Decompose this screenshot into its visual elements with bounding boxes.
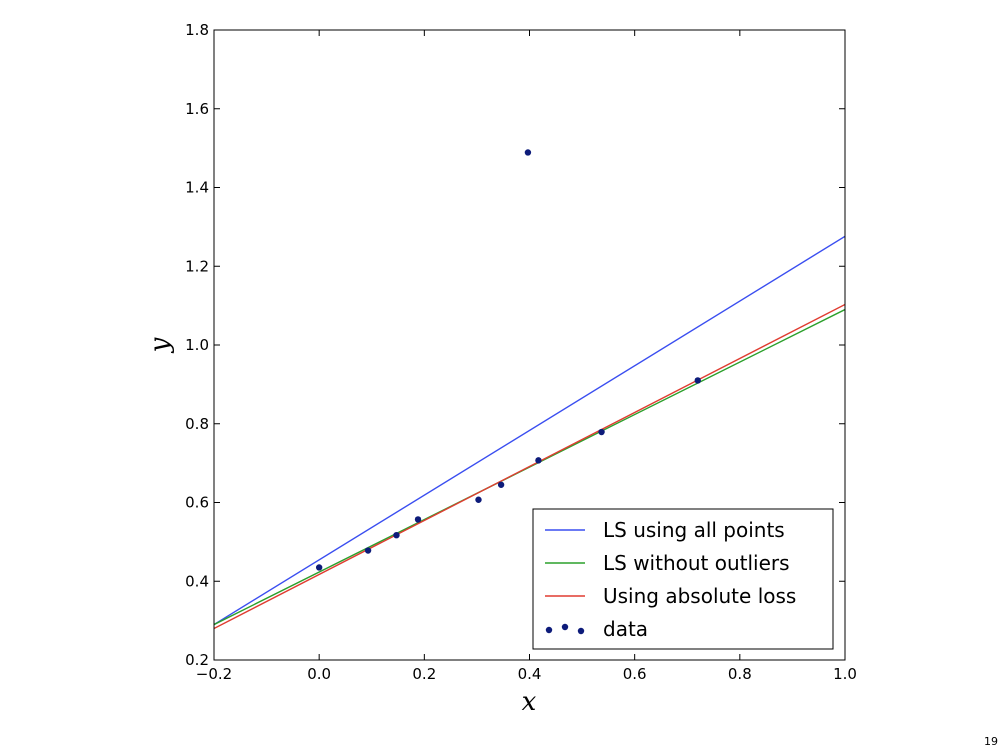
- y-tick-label: 1.2: [185, 257, 209, 275]
- series-line-1: [214, 235, 845, 626]
- axes: −0.2 0.0 0.2 0.4 0.6 0.8 1.0 0.2 0.4 0.6 0.8 1.0 1.2…: [185, 21, 857, 683]
- data-point: [364, 547, 372, 554]
- y-tick-label: 0.2: [185, 651, 209, 669]
- data-point: [535, 457, 542, 464]
- x-tick-label: 1.0: [833, 665, 857, 683]
- plot-lines-group: [214, 235, 845, 630]
- data-point: [315, 564, 323, 571]
- data-point: [694, 377, 701, 384]
- plot-area: [214, 149, 845, 630]
- page-number: 19: [984, 735, 998, 748]
- data-point: [414, 516, 422, 523]
- data-point: [393, 531, 400, 539]
- x-tick-label: 0.6: [623, 665, 647, 683]
- data-point: [598, 428, 605, 436]
- x-tick-label: 0.4: [518, 665, 542, 683]
- legend-entry-label: data: [603, 617, 648, 641]
- y-tick-label: 0.6: [185, 494, 209, 512]
- x-tick-label: −0.2: [196, 665, 232, 683]
- legend-entry-label: LS without outliers: [603, 551, 790, 575]
- data-point: [524, 149, 532, 156]
- x-axis-label: x: [522, 687, 537, 717]
- x-tick-label: 0.2: [412, 665, 436, 683]
- y-tick-label: 0.4: [185, 572, 209, 590]
- x-tick-label: 0.8: [728, 665, 752, 683]
- series-line-3: [214, 303, 845, 630]
- legend: LS using all points LS without outliers Us…: [532, 508, 834, 650]
- x-tick-label: 0.0: [307, 665, 331, 683]
- legend-swatch-point: [577, 627, 585, 635]
- y-tick-label: 1.6: [185, 100, 209, 118]
- legend-swatch-point: [545, 626, 553, 634]
- legend-swatch-point: [561, 623, 569, 631]
- y-tick-label: 1.4: [185, 179, 209, 197]
- legend-entry-label: LS using all points: [603, 518, 785, 542]
- y-axis-label: y: [145, 337, 175, 353]
- data-point: [475, 496, 482, 503]
- y-tick-label: 1.8: [185, 21, 209, 39]
- legend-box: [532, 508, 834, 650]
- y-tick-label: 0.8: [185, 415, 209, 433]
- data-point: [497, 481, 505, 488]
- legend-entry-label: Using absolute loss: [603, 584, 796, 608]
- y-tick-label: 1.0: [185, 336, 209, 354]
